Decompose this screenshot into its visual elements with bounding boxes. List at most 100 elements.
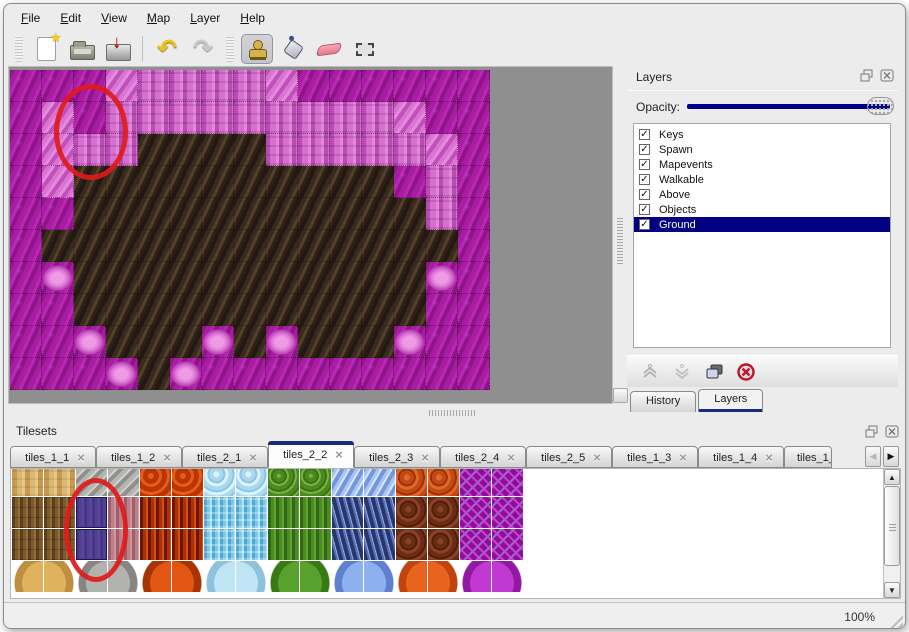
map-tile-magenta-ground[interactable] xyxy=(426,102,458,134)
tab-close-icon[interactable]: × xyxy=(163,449,171,465)
new-file-button[interactable] xyxy=(30,30,62,64)
layer-visibility-checkbox[interactable]: ✓ xyxy=(639,204,650,215)
map-tile-dark-cave-floor[interactable] xyxy=(170,326,202,358)
map-tile-dark-cave-floor[interactable] xyxy=(298,166,330,198)
map-tile-dark-cave-floor[interactable] xyxy=(74,262,106,294)
map-tile-pink-pillar-rock[interactable] xyxy=(362,134,394,166)
eraser-tool-button[interactable] xyxy=(313,34,345,64)
delete-layer-button[interactable] xyxy=(737,362,755,381)
duplicate-layer-button[interactable] xyxy=(705,363,724,380)
map-tile-magenta-ground[interactable] xyxy=(10,294,42,326)
layer-row-objects[interactable]: ✓ Objects xyxy=(634,202,890,217)
map-tile-pink-boulder[interactable] xyxy=(394,326,426,358)
rect-select-tool-button[interactable] xyxy=(349,34,381,64)
tileset-tab-tiles_2_2[interactable]: tiles_2_2 × xyxy=(268,441,354,468)
map-tile-magenta-ground[interactable] xyxy=(298,358,330,390)
map-tile-pink-pillar-rock[interactable] xyxy=(234,70,266,102)
map-tile-magenta-ground[interactable] xyxy=(42,358,74,390)
map-tile-pink-pillar-rock[interactable] xyxy=(298,102,330,134)
map-tile-pink-pillar-rock[interactable] xyxy=(202,102,234,134)
scrollbar-thumb[interactable] xyxy=(884,486,900,566)
map-tile-pink-pillar-rock[interactable] xyxy=(138,70,170,102)
map-tile-magenta-ground[interactable] xyxy=(10,70,42,102)
layer-visibility-checkbox[interactable]: ✓ xyxy=(639,189,650,200)
tileset-tile-icecol[interactable] xyxy=(236,497,268,529)
tileset-tab-tiles_2_3[interactable]: tiles_2_3 × xyxy=(354,446,440,468)
map-tile-dark-cave-floor[interactable] xyxy=(138,198,170,230)
menu-item-layer[interactable]: Layer xyxy=(190,11,221,25)
tileset-tile-lava[interactable] xyxy=(140,561,172,593)
map-tile-dark-cave-floor[interactable] xyxy=(138,358,170,390)
tileset-tile-ice[interactable] xyxy=(236,561,268,593)
tab-close-icon[interactable]: × xyxy=(421,449,429,465)
tileset-tile-vine[interactable] xyxy=(268,469,300,497)
tileset-tile-ember[interactable] xyxy=(428,469,460,497)
splitter-grip[interactable] xyxy=(617,216,623,264)
map-tile-magenta-ground[interactable] xyxy=(10,262,42,294)
tileset-tile-icecol[interactable] xyxy=(204,497,236,529)
tileset-tile-ember[interactable] xyxy=(396,561,428,593)
map-tile-dark-cave-floor[interactable] xyxy=(362,294,394,326)
map-tile-dark-cave-floor[interactable] xyxy=(74,294,106,326)
layer-row-walkable[interactable]: ✓ Walkable xyxy=(634,172,890,187)
map-tile-pink-boulder[interactable] xyxy=(106,358,138,390)
map-tile-magenta-ground[interactable] xyxy=(42,294,74,326)
map-tile-pink-pillar-rock[interactable] xyxy=(330,102,362,134)
tab-close-icon[interactable]: × xyxy=(77,449,85,465)
map-tile-pink-pillar-rock[interactable] xyxy=(266,134,298,166)
tileset-tile-crystal[interactable] xyxy=(364,469,396,497)
map-tile-dark-cave-floor[interactable] xyxy=(138,230,170,262)
map-tile-dark-cave-floor[interactable] xyxy=(234,262,266,294)
map-tile-pink-pillar-rock[interactable] xyxy=(394,134,426,166)
tileset-tile-crystal[interactable] xyxy=(364,561,396,593)
dock-tab-layers[interactable]: Layers xyxy=(698,389,764,412)
save-file-button[interactable] xyxy=(102,32,134,64)
map-tile-magenta-ground[interactable] xyxy=(202,358,234,390)
map-tile-dark-cave-floor[interactable] xyxy=(170,134,202,166)
map-tile-pink-pillar-rock[interactable] xyxy=(202,70,234,102)
map-tile-dark-cave-floor[interactable] xyxy=(106,294,138,326)
tileset-tile-web[interactable] xyxy=(460,529,492,561)
map-tile-dark-cave-floor[interactable] xyxy=(170,230,202,262)
toolbar-drag-handle[interactable] xyxy=(226,36,234,62)
map-tile-magenta-ground[interactable] xyxy=(458,198,490,230)
layer-visibility-checkbox[interactable]: ✓ xyxy=(639,219,650,230)
map-tile-dark-cave-floor[interactable] xyxy=(234,326,266,358)
open-file-button[interactable] xyxy=(66,34,98,64)
tileset-tile-lava[interactable] xyxy=(172,561,204,593)
map-tile-magenta-ground[interactable] xyxy=(298,70,330,102)
tileset-tile-vinebark[interactable] xyxy=(300,497,332,529)
map-tile-magenta-ground[interactable] xyxy=(458,102,490,134)
redo-button[interactable]: ↷ xyxy=(187,34,219,64)
map-tile-dark-cave-floor[interactable] xyxy=(298,262,330,294)
opacity-slider[interactable] xyxy=(687,95,894,117)
menu-item-file[interactable]: File xyxy=(21,11,41,25)
tileset-tile-ember[interactable] xyxy=(428,561,460,593)
tileset-tile-crystal[interactable] xyxy=(332,469,364,497)
map-tile-pink-pillar-rock[interactable] xyxy=(298,134,330,166)
map-tile-dark-cave-floor[interactable] xyxy=(266,166,298,198)
layer-row-mapevents[interactable]: ✓ Mapevents xyxy=(634,157,890,172)
map-tile-dark-cave-floor[interactable] xyxy=(138,134,170,166)
map-tile-magenta-ground[interactable] xyxy=(458,166,490,198)
map-tile-dark-cave-floor[interactable] xyxy=(362,230,394,262)
fill-tool-button[interactable] xyxy=(277,34,309,64)
map-tile-dark-cave-floor[interactable] xyxy=(330,262,362,294)
map-tile-dark-cave-floor[interactable] xyxy=(234,134,266,166)
map-tile-light-pink-rock[interactable] xyxy=(42,166,74,198)
map-tile-dark-cave-floor[interactable] xyxy=(394,294,426,326)
layer-row-ground[interactable]: ✓ Ground xyxy=(634,217,890,232)
map-tile-dark-cave-floor[interactable] xyxy=(202,134,234,166)
opacity-slider-track[interactable] xyxy=(687,104,890,109)
map-tile-magenta-ground[interactable] xyxy=(362,70,394,102)
close-panel-icon[interactable] xyxy=(880,69,894,82)
map-tile-dark-cave-floor[interactable] xyxy=(106,198,138,230)
tileset-tile-redrock[interactable] xyxy=(428,497,460,529)
stamp-tool-button[interactable] xyxy=(241,34,273,64)
map-tile-pink-pillar-rock[interactable] xyxy=(330,134,362,166)
map-tile-dark-cave-floor[interactable] xyxy=(330,230,362,262)
map-tile-pink-pillar-rock[interactable] xyxy=(426,166,458,198)
map-tile-pink-boulder[interactable] xyxy=(74,326,106,358)
map-tile-magenta-ground[interactable] xyxy=(234,358,266,390)
float-panel-icon[interactable] xyxy=(860,69,874,82)
